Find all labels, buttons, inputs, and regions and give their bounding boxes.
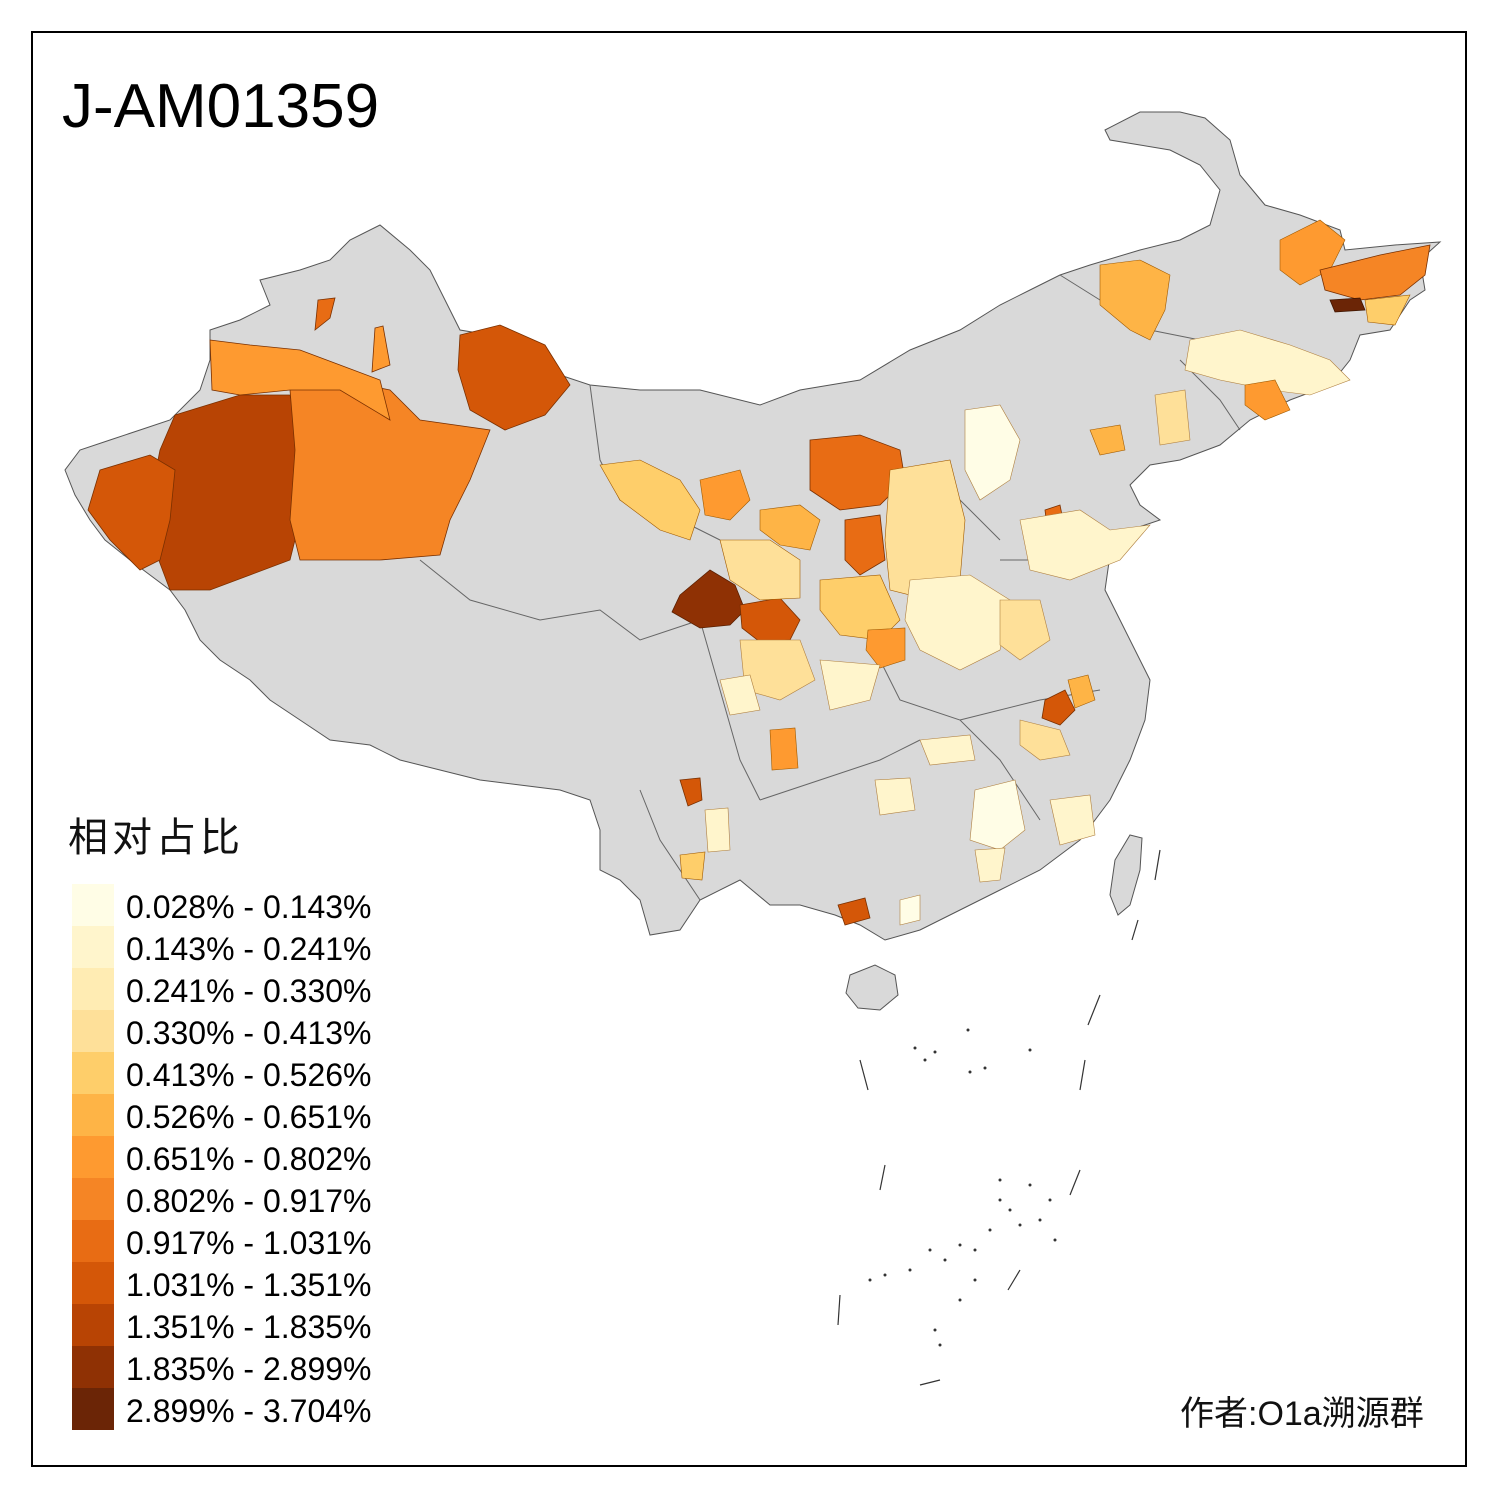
region-liaoning-orange (1244, 379, 1291, 421)
region-henan-east (999, 599, 1051, 661)
south-china-sea-islands (837, 849, 1161, 1386)
legend-label: 0.651% - 0.802% (126, 1141, 372, 1177)
region-karamay (371, 325, 391, 373)
region-anhui-north (1067, 674, 1096, 709)
legend-swatch (72, 1178, 114, 1220)
legend-swatch (72, 926, 114, 968)
hainan-island-shape (845, 964, 899, 1011)
legend-swatch (72, 1304, 114, 1346)
legend-swatch (72, 884, 114, 926)
author-credit: 作者:O1a溯源群 (1180, 1395, 1424, 1433)
region-gansu-east (719, 539, 801, 601)
region-gansu-hexi (699, 469, 751, 521)
region-guangxi (874, 777, 916, 816)
region-sichuan-west (719, 674, 761, 716)
legend-swatch (72, 1136, 114, 1178)
region-panzhihua (679, 777, 703, 807)
legend-label: 0.802% - 0.917% (126, 1183, 372, 1219)
region-anhui-dark (1041, 689, 1076, 726)
region-guangdong (899, 894, 921, 926)
legend-swatch (72, 1346, 114, 1388)
region-shaanxi-north (844, 514, 886, 576)
legend-label: 0.241% - 0.330% (126, 973, 372, 1009)
legend-label: 0.330% - 0.413% (126, 1015, 372, 1051)
region-xinjiang-north (209, 339, 391, 421)
region-hebei (964, 404, 1021, 501)
region-altay (457, 324, 571, 431)
legend-title: 相对占比 (68, 816, 244, 860)
legend-swatch (72, 1010, 114, 1052)
region-xinjiang-east (289, 379, 491, 561)
legend-swatch (72, 1262, 114, 1304)
region-jiamusi (1319, 244, 1431, 301)
map-title: J-AM01359 (62, 72, 380, 141)
legend-swatch (72, 1388, 114, 1430)
region-liaoning-west (1089, 424, 1126, 456)
region-hubei (919, 734, 976, 766)
taiwan-island-shape (1109, 834, 1143, 916)
legend-label: 0.917% - 1.031% (126, 1225, 372, 1261)
region-xinjiang-southwest (87, 454, 176, 571)
legend-swatch (72, 1094, 114, 1136)
region-anhui (1019, 719, 1071, 761)
region-jilin (1184, 329, 1351, 396)
legend-label: 0.028% - 0.143% (126, 889, 372, 925)
region-mudanjiang (1364, 294, 1411, 326)
region-xian (865, 627, 906, 669)
legend-label: 2.899% - 3.704% (126, 1393, 372, 1429)
legend-label: 1.351% - 1.835% (126, 1309, 372, 1345)
region-jiangxi (969, 779, 1026, 851)
region-henan (904, 574, 1011, 671)
legend-label: 1.031% - 1.351% (126, 1267, 372, 1303)
legend-label: 0.413% - 0.526% (126, 1057, 372, 1093)
legend-swatch (72, 968, 114, 1010)
island-dots (868, 1028, 1057, 1347)
map-frame (31, 31, 1467, 1467)
region-gansu-mid (599, 459, 701, 541)
region-chongqing (819, 659, 881, 711)
legend-swatch (72, 1220, 114, 1262)
region-jixi-darkest (1329, 297, 1366, 313)
legend-swatch (72, 1052, 114, 1094)
region-liaoning-mid (1154, 389, 1191, 446)
legend-label: 0.526% - 0.651% (126, 1099, 372, 1135)
region-guangxi-dark (837, 897, 871, 926)
region-zhejiang (1049, 794, 1096, 846)
region-hulunbuir (1099, 259, 1171, 341)
region-ordos (759, 504, 821, 551)
region-xining-darkest (671, 569, 746, 629)
region-sichuan-south-orange (769, 727, 799, 771)
region-shandong (1019, 509, 1151, 581)
legend-label: 1.835% - 2.899% (126, 1351, 372, 1387)
region-yunnan-west (679, 851, 706, 881)
legend-label: 0.143% - 0.241% (126, 931, 372, 967)
region-jiangxi-south (974, 847, 1006, 883)
region-yunnan-north (704, 807, 731, 853)
region-tacheng (314, 297, 336, 331)
